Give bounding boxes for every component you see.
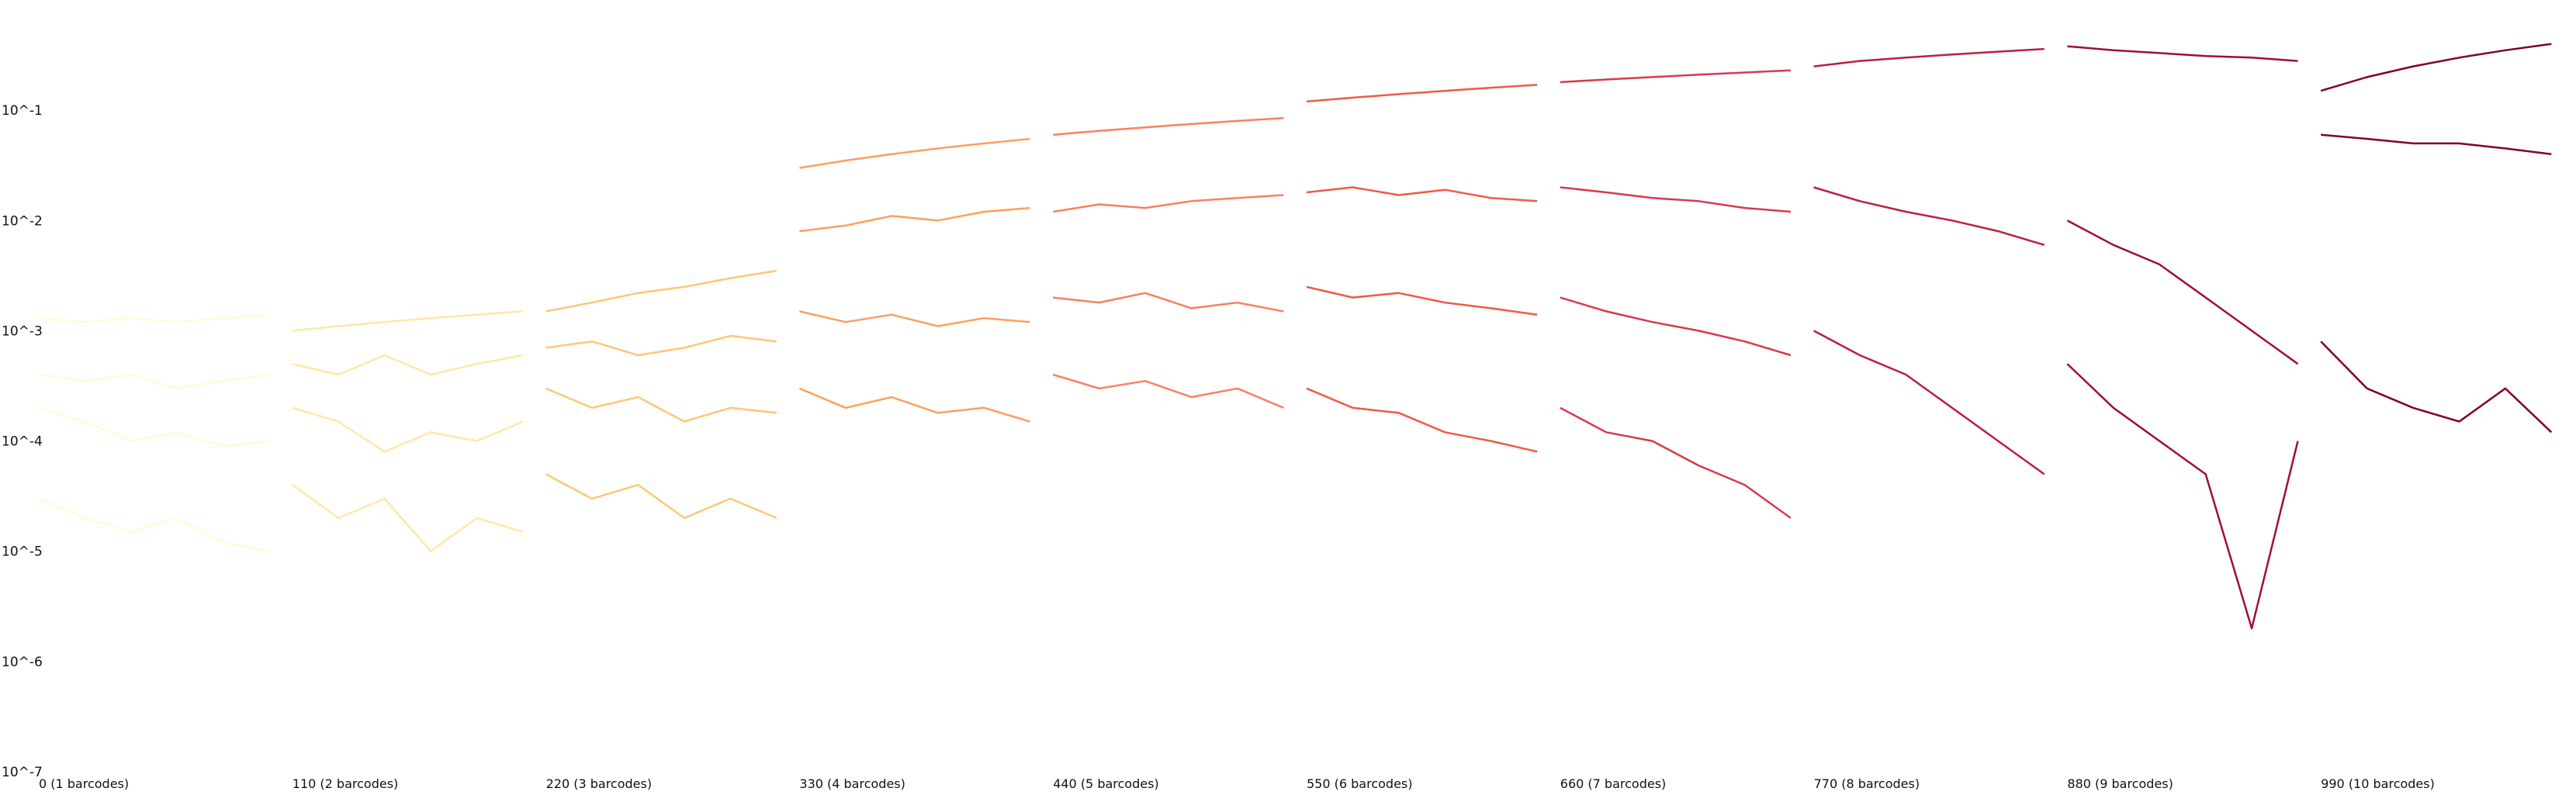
- x-tick-label: 110 (2 barcodes): [293, 776, 398, 791]
- series-line-0: [38, 313, 270, 323]
- series-line-32: [2066, 219, 2299, 365]
- series-line-21: [1306, 186, 1538, 202]
- x-tick-label: 660 (7 barcodes): [1560, 776, 1666, 791]
- y-tick-label: 10^-1: [2, 103, 43, 119]
- x-tick-label: 880 (9 barcodes): [2067, 776, 2173, 791]
- series-line-19: [1052, 373, 1284, 409]
- series-line-6: [292, 406, 524, 453]
- series-line-25: [1560, 186, 1792, 213]
- y-tick-label: 10^-7: [2, 765, 43, 780]
- series-layer: [38, 43, 2553, 630]
- series-line-14: [799, 310, 1030, 327]
- series-line-17: [1053, 194, 1284, 213]
- series-line-26: [1560, 296, 1792, 357]
- x-tick-label: 770 (8 barcodes): [1814, 776, 1920, 791]
- series-line-35: [2321, 133, 2552, 155]
- series-line-13: [799, 206, 1030, 233]
- series-line-36: [2320, 340, 2553, 434]
- series-line-2: [38, 406, 270, 448]
- x-axis-ticks: 0 (1 barcodes) 110 (2 barcodes) 220 (3 bar…: [39, 776, 2435, 791]
- series-line-4: [292, 310, 523, 332]
- series-line-33: [2066, 363, 2299, 630]
- series-line-28: [1813, 47, 2045, 67]
- x-tick-label: 220 (3 barcodes): [546, 776, 652, 791]
- x-tick-label: 440 (5 barcodes): [1053, 776, 1158, 791]
- y-tick-label: 10^-5: [2, 544, 43, 560]
- y-tick-label: 10^-4: [2, 434, 43, 450]
- x-tick-label: 990 (10 barcodes): [2321, 776, 2435, 791]
- series-line-31: [2067, 45, 2298, 62]
- series-line-11: [545, 473, 777, 520]
- series-line-20: [1306, 84, 1538, 103]
- series-line-7: [292, 484, 524, 552]
- series-line-24: [1560, 69, 1791, 84]
- series-line-27: [1560, 406, 1792, 519]
- series-line-15: [798, 387, 1030, 423]
- series-line-1: [38, 373, 270, 390]
- x-tick-label: 0 (1 barcodes): [39, 776, 129, 791]
- series-line-12: [799, 137, 1030, 169]
- y-tick-label: 10^-2: [2, 213, 43, 229]
- series-line-9: [545, 334, 777, 357]
- series-line-5: [292, 354, 524, 376]
- y-axis-ticks: 10^-1 10^-2 10^-3 10^-4 10^-5 10^-6 10^-7: [2, 103, 43, 780]
- series-line-10: [545, 387, 777, 423]
- x-tick-label: 330 (4 barcodes): [799, 776, 905, 791]
- y-tick-label: 10^-6: [2, 655, 43, 670]
- series-line-29: [1813, 186, 2045, 246]
- series-line-22: [1306, 285, 1538, 316]
- series-line-18: [1053, 292, 1284, 313]
- x-tick-label: 550 (6 barcodes): [1307, 776, 1412, 791]
- series-line-3: [38, 497, 270, 552]
- series-line-16: [1053, 116, 1284, 136]
- series-line-23: [1306, 387, 1538, 453]
- series-line-8: [545, 269, 777, 313]
- y-tick-label: 10^-3: [2, 323, 43, 339]
- series-line-34: [2320, 43, 2552, 92]
- series-line-30: [1813, 330, 2045, 475]
